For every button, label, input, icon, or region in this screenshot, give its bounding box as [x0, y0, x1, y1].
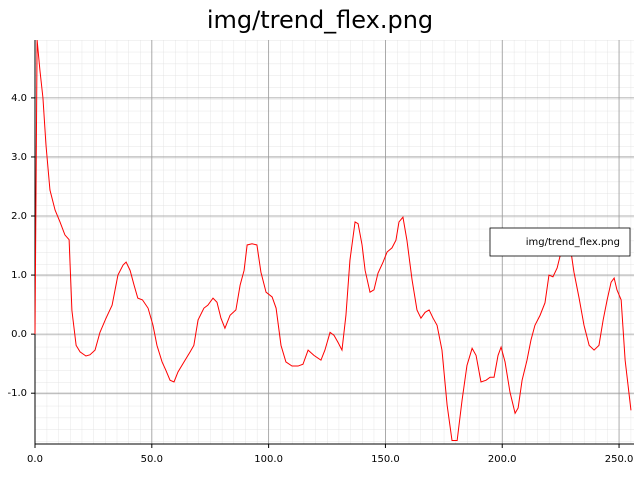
y-tick-label: 2.0 — [11, 211, 27, 222]
y-tick-label: -1.0 — [7, 388, 27, 399]
x-tick-label: 150.0 — [371, 454, 400, 465]
y-tick-label: 1.0 — [11, 270, 27, 281]
y-tick-label: 0.0 — [11, 329, 27, 340]
legend-label: img/trend_flex.png — [526, 237, 620, 248]
x-tick-label: 200.0 — [488, 454, 517, 465]
x-tick-label: 250.0 — [605, 454, 634, 465]
chart-title: img/trend_flex.png — [207, 6, 433, 34]
x-tick-label: 50.0 — [141, 454, 163, 465]
y-tick-label: 4.0 — [11, 93, 27, 104]
legend-box — [489, 227, 631, 257]
data-line — [34, 39, 632, 441]
x-tick-label: 100.0 — [254, 454, 283, 465]
x-tick-label: 0.0 — [27, 454, 43, 465]
y-tick-label: 3.0 — [11, 152, 27, 163]
